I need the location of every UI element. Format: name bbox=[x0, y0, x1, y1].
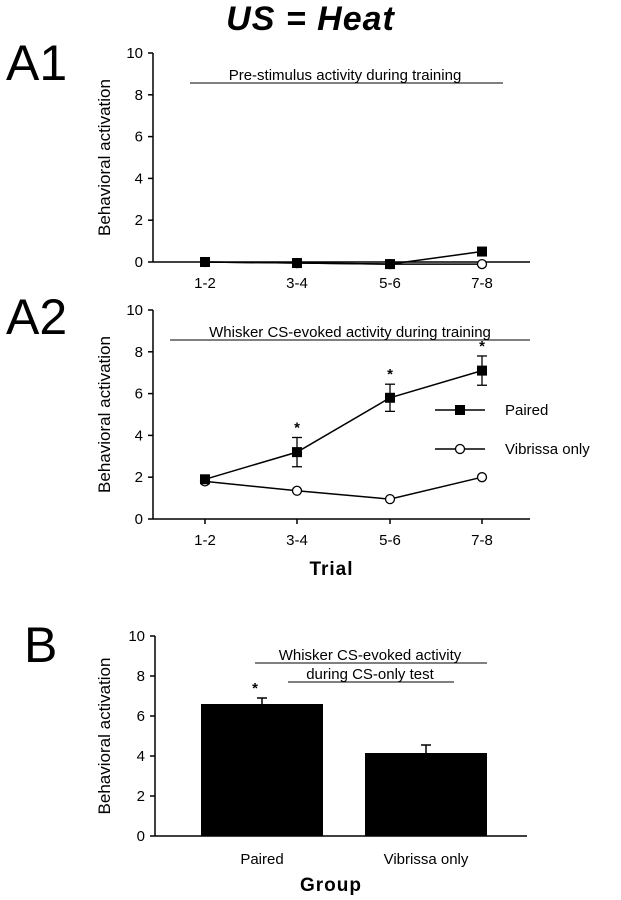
y-tick-label: 6 bbox=[135, 386, 143, 403]
x-tick-label: 3-4 bbox=[286, 275, 308, 292]
series-line bbox=[204, 476, 483, 500]
x-axis-label: Group bbox=[300, 875, 362, 896]
y-tick-label: 6 bbox=[137, 708, 145, 725]
y-tick-label: 4 bbox=[135, 170, 143, 187]
y-axis-label: Behavioral activation bbox=[95, 336, 114, 493]
significance-star: * bbox=[479, 338, 485, 355]
y-tick-label: 8 bbox=[135, 344, 143, 361]
point-marker-paired bbox=[477, 365, 487, 376]
point-marker-vibrissa bbox=[476, 258, 488, 270]
y-tick-label: 0 bbox=[137, 828, 145, 845]
x-tick-label: 5-6 bbox=[379, 532, 401, 549]
y-tick-label: 10 bbox=[128, 628, 145, 645]
point-marker-vibrissa bbox=[384, 493, 396, 505]
y-tick-label: 10 bbox=[126, 302, 143, 319]
legend-label: Vibrissa only bbox=[505, 441, 590, 458]
point-marker-vibrissa bbox=[291, 485, 303, 496]
series-line bbox=[204, 369, 483, 481]
y-tick-label: 4 bbox=[137, 748, 145, 765]
panel-label-b: B bbox=[24, 617, 58, 673]
panel-label-a2: A2 bbox=[6, 289, 68, 345]
significance-star: * bbox=[252, 680, 258, 697]
point-marker-paired bbox=[200, 474, 210, 485]
point-marker-paired bbox=[385, 392, 395, 403]
x-tick-label: 1-2 bbox=[194, 532, 216, 549]
point-marker-vibrissa bbox=[454, 443, 466, 455]
y-tick-label: 0 bbox=[135, 511, 143, 528]
point-marker-paired bbox=[385, 259, 395, 270]
panel-label-a1: A1 bbox=[6, 35, 68, 91]
bar bbox=[365, 753, 487, 836]
point-marker-paired bbox=[455, 405, 465, 415]
panel-title: Pre-stimulus activity during training bbox=[229, 67, 462, 84]
y-tick-label: 4 bbox=[135, 427, 143, 444]
x-axis-label: Trial bbox=[309, 559, 353, 580]
bar bbox=[201, 704, 323, 836]
x-tick-label: Paired bbox=[240, 851, 283, 868]
y-tick-label: 2 bbox=[135, 469, 143, 486]
y-axis-label: Behavioral activation bbox=[95, 658, 114, 815]
point-marker-vibrissa bbox=[476, 472, 488, 483]
panel-title: Whisker CS-evoked activity bbox=[279, 647, 462, 664]
y-tick-label: 8 bbox=[135, 87, 143, 104]
y-tick-label: 0 bbox=[135, 254, 143, 271]
x-tick-label: 1-2 bbox=[194, 275, 216, 292]
panel-title: Whisker CS-evoked activity during traini… bbox=[209, 324, 491, 341]
significance-star: * bbox=[387, 366, 393, 383]
panel-subtitle: during CS-only test bbox=[306, 666, 434, 683]
x-tick-label: 5-6 bbox=[379, 275, 401, 292]
y-tick-label: 10 bbox=[126, 45, 143, 62]
x-tick-label: 3-4 bbox=[286, 532, 308, 549]
point-marker-paired bbox=[477, 246, 487, 257]
series-line bbox=[204, 250, 483, 265]
y-axis-label: Behavioral activation bbox=[95, 79, 114, 236]
y-tick-label: 6 bbox=[135, 129, 143, 146]
x-tick-label: Vibrissa only bbox=[384, 851, 469, 868]
x-tick-label: 7-8 bbox=[471, 532, 493, 549]
point-marker-paired bbox=[200, 257, 210, 267]
x-tick-label: 7-8 bbox=[471, 275, 493, 292]
point-marker-paired bbox=[292, 258, 302, 269]
y-tick-label: 2 bbox=[135, 212, 143, 229]
y-tick-label: 2 bbox=[137, 788, 145, 805]
significance-star: * bbox=[294, 419, 300, 436]
y-tick-label: 8 bbox=[137, 668, 145, 685]
legend-label: Paired bbox=[505, 402, 548, 419]
figure-title: US = Heat bbox=[226, 0, 395, 38]
point-marker-paired bbox=[292, 447, 302, 458]
